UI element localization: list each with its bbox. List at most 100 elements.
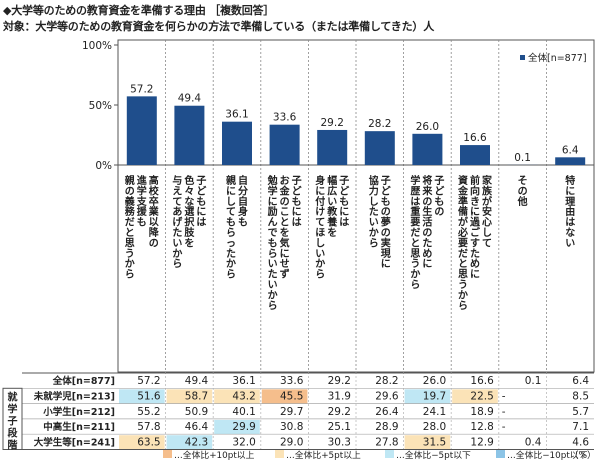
category-label-char: て xyxy=(482,237,492,249)
category-label-char: 向 xyxy=(470,184,480,197)
category-label-char: ど xyxy=(339,184,349,197)
category-label-char: 金 xyxy=(279,184,291,197)
category-label-char: し xyxy=(482,227,492,239)
unit-label: （%） xyxy=(569,450,596,461)
category-label-char: と xyxy=(125,227,135,239)
y-tick-label: 100% xyxy=(82,40,112,52)
category-label-char: ら xyxy=(226,227,236,239)
category-label-char: い xyxy=(369,218,379,229)
bar xyxy=(460,145,490,165)
category-label-char: も xyxy=(137,217,147,229)
category-label-char: ら xyxy=(268,248,278,260)
bar xyxy=(222,121,252,165)
highlight-cell xyxy=(119,389,165,404)
category-label-char: 学 xyxy=(410,174,420,187)
highlight-cell xyxy=(166,435,213,450)
category-label-char: も xyxy=(434,196,444,208)
category-label-char: の xyxy=(149,238,159,249)
category-label-char: ら xyxy=(125,269,135,281)
category-label-char: に xyxy=(280,248,290,260)
group-label-char: 段 xyxy=(8,426,18,439)
table-cell: 25.1 xyxy=(328,421,351,433)
category-label-char: 択 xyxy=(184,216,195,229)
category-label-char: も xyxy=(226,217,236,229)
category-label-char: 以 xyxy=(149,217,159,229)
category-label-char: が xyxy=(458,216,469,229)
category-label-char: に xyxy=(196,206,206,218)
table-cell: 57.2 xyxy=(137,375,160,387)
category-label-char: に xyxy=(268,196,278,208)
bar xyxy=(412,133,443,165)
data-label: 49.4 xyxy=(178,93,202,105)
category-label-char: 思 xyxy=(458,269,468,281)
category-label-char: 生 xyxy=(422,205,432,218)
category-label-char: 協 xyxy=(369,174,379,187)
category-label-char: の xyxy=(125,186,135,197)
category-label-char: の xyxy=(381,207,391,218)
category-label-char: 金 xyxy=(457,184,469,197)
category-label-char: い xyxy=(268,259,278,270)
category-label-char: ど xyxy=(196,184,206,197)
category-label-char: 準 xyxy=(458,195,468,208)
category-label-char: 子 xyxy=(381,175,391,187)
category-label-char: 思 xyxy=(410,248,420,260)
category-label-char: も xyxy=(339,196,349,208)
category-label-char: は xyxy=(292,217,302,229)
category-label-char: あ xyxy=(172,205,182,218)
row-label: 未就学児[n=213] xyxy=(33,390,115,402)
category-label-char: に xyxy=(339,206,349,218)
category-label-char: に xyxy=(470,269,480,281)
category-label-char: 励 xyxy=(268,205,278,218)
table-cell: 63.5 xyxy=(137,436,160,448)
category-label-char: 要 xyxy=(458,237,468,249)
row-label: 中高生[n=211] xyxy=(43,421,115,433)
category-label-char: ど xyxy=(434,184,444,197)
category-label-char: し xyxy=(315,237,325,249)
data-label: 28.2 xyxy=(368,118,391,130)
group-box xyxy=(2,387,23,450)
bottom-legend-label: …全体比−10pt以下 xyxy=(507,449,588,461)
table-cell: 29.9 xyxy=(232,421,255,433)
category-label-char: っ xyxy=(226,238,236,249)
category-label-char: か xyxy=(125,258,135,270)
highlight-cell xyxy=(452,389,498,404)
category-label-char: え xyxy=(172,185,182,197)
category-label-char: に xyxy=(292,206,302,218)
category-label-char: 要 xyxy=(410,217,420,229)
category-label-char: 子 xyxy=(434,175,444,187)
category-label-char: お xyxy=(280,175,290,187)
category-label-char: た xyxy=(226,248,236,260)
category-label-char: か xyxy=(458,289,468,301)
category-label-char: 親 xyxy=(125,174,135,187)
chart-title: ◆大学等のための教育資金を準備する理由 ［複数回答］ xyxy=(3,4,275,17)
category-label-char: て xyxy=(226,206,236,218)
bar xyxy=(269,124,300,165)
category-label-char: か xyxy=(268,289,278,301)
table-cell: 29.7 xyxy=(280,406,303,418)
category-label-char: ほ xyxy=(315,227,325,239)
table-cell: 26.4 xyxy=(375,406,399,418)
category-label-char: 選 xyxy=(184,205,194,218)
category-label-char: こ xyxy=(280,207,290,218)
category-label-char: と xyxy=(410,237,420,249)
bottom-legend-label: …全体比+10pt以上 xyxy=(174,449,255,461)
highlight-cell xyxy=(214,419,260,435)
category-label-char: 思 xyxy=(125,237,135,249)
category-label-char: ら xyxy=(315,269,325,281)
category-label-char: の xyxy=(434,207,444,218)
bar xyxy=(174,105,205,165)
data-label: 36.1 xyxy=(225,109,248,121)
table-cell: 4.6 xyxy=(572,436,589,448)
category-label-char: 付 xyxy=(315,195,325,208)
category-label-char: の xyxy=(422,197,432,208)
highlight-cell xyxy=(166,389,213,404)
category-label-char: 色 xyxy=(184,174,194,187)
table-cell: - xyxy=(502,390,506,402)
table-cell: 8.5 xyxy=(572,390,589,402)
table-cell: 42.3 xyxy=(185,436,208,448)
category-label-char: 勉 xyxy=(267,174,278,187)
highlight-cell xyxy=(261,389,308,404)
category-label-char: て xyxy=(172,196,182,208)
category-label-char: の xyxy=(518,186,528,197)
category-label-char: 力 xyxy=(369,184,379,197)
